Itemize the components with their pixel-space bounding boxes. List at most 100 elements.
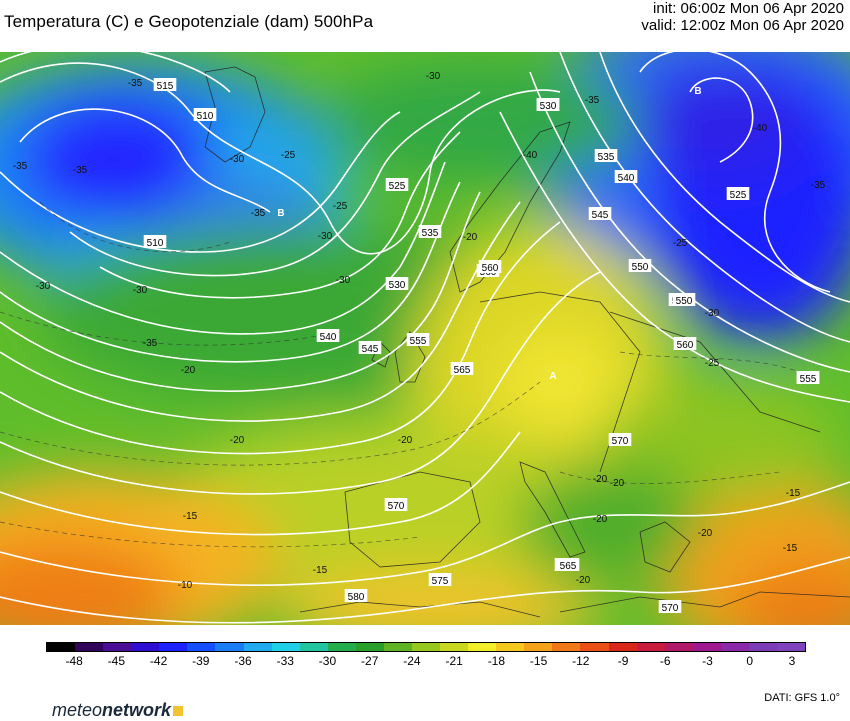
colorbar-segment <box>608 643 637 651</box>
colorbar-segment <box>75 643 104 651</box>
geopotential-label: 535 <box>598 152 615 163</box>
geopotential-isoline <box>639 52 831 293</box>
geopotential-isoline <box>0 62 561 255</box>
brand-light: meteo <box>52 700 103 720</box>
colorbar-segment <box>692 643 721 651</box>
geopotential-label-box <box>726 187 750 200</box>
geopotential-isoline <box>0 481 850 586</box>
temperature-label: -20 <box>698 528 713 539</box>
temperature-label: -20 <box>463 232 478 243</box>
geopotential-isoline <box>0 201 521 422</box>
colorbar-segment <box>468 643 497 651</box>
geopotential-label: 535 <box>422 228 439 239</box>
geopotential-isoline <box>499 111 850 403</box>
geopotential-isoline <box>99 131 461 299</box>
geopotential-label-box <box>418 225 442 238</box>
geopotential-label: 565 <box>454 365 471 376</box>
geopotential-isoline <box>0 556 850 624</box>
geopotential-label-box <box>385 277 409 290</box>
colorbar-segment <box>271 643 300 651</box>
colorbar-segment <box>580 643 609 651</box>
geopotential-label-box <box>628 259 652 272</box>
meteonetwork-logo: meteonetwork <box>52 700 184 721</box>
geopotential-label: 530 <box>389 280 406 291</box>
low-pressure-marker: B <box>694 86 701 97</box>
temperature-label: -15 <box>183 511 198 522</box>
geopotential-isoline <box>0 111 401 253</box>
geopotential-label: 540 <box>320 332 337 343</box>
temperature-label: -30 <box>426 71 441 82</box>
colorbar-tick-label: -48 <box>65 654 83 668</box>
geopotential-label: 570 <box>388 501 405 512</box>
temperature-isoline <box>0 311 341 346</box>
geopotential-isoline <box>19 108 271 213</box>
geopotential-label: 515 <box>157 81 174 92</box>
temperature-label: -15 <box>313 565 328 576</box>
geopotential-label: 570 <box>612 436 629 447</box>
colorbar-tick-label: -30 <box>318 654 337 668</box>
temperature-isoline <box>0 381 541 466</box>
colorbar-tick-label: -21 <box>445 654 463 668</box>
temperature-label: -35 <box>73 165 88 176</box>
colorbar-segment <box>720 643 749 651</box>
colorbar-tick-label: -3 <box>702 654 713 668</box>
temperature-isoline <box>0 521 421 548</box>
brand-bold: network <box>102 700 172 720</box>
geopotential-label: 540 <box>618 173 635 184</box>
run-info: init: 06:00z Mon 06 Apr 2020 valid: 12:0… <box>641 0 844 34</box>
low-pressure-marker: B <box>277 208 284 219</box>
colorbar-tick-label: -39 <box>192 654 210 668</box>
colorbar-ticks: -48 -45 -42 -39 -36 -33 -30 -27 -24 -21 -18 -15 -12-… <box>46 654 806 670</box>
colorbar-segment <box>103 643 132 651</box>
geopotential-label: 545 <box>592 210 609 221</box>
temperature-label: -30 <box>36 281 51 292</box>
geopotential-isoline <box>0 191 481 392</box>
temperature-label: -35 <box>128 78 143 89</box>
geopotential-isoline <box>0 161 446 335</box>
geopotential-label-box <box>478 260 502 273</box>
temperature-label: -25 <box>333 201 348 212</box>
temperature-label: -20 <box>230 435 245 446</box>
temperature-label: -40 <box>753 123 768 134</box>
colorbar-segment <box>159 643 188 651</box>
geopotential-isoline <box>529 71 850 373</box>
geopotential-label: 510 <box>147 238 164 249</box>
geopotential-isoline <box>559 52 850 343</box>
temperature-label: -20 <box>593 474 608 485</box>
geopotential-label: 570 <box>662 603 679 614</box>
geopotential-label: 525 <box>389 181 406 192</box>
geopotential-label-box <box>536 98 560 111</box>
colorbar-tick-label: -36 <box>234 654 252 668</box>
colorbar-segment <box>327 643 356 651</box>
geopotential-label: 525 <box>730 190 747 201</box>
colorbar-segment <box>664 643 693 651</box>
geopotential-label-box <box>614 170 638 183</box>
temperature-label: -15 <box>786 488 801 499</box>
geopotential-label-box <box>193 108 217 121</box>
temperature-label: -15 <box>783 543 798 554</box>
geopotential-label: 530 <box>540 101 557 112</box>
coastlines <box>204 66 850 618</box>
temperature-label: -25 <box>281 150 296 161</box>
colorbar-tick-label: -9 <box>617 654 629 668</box>
colorbar-segment <box>187 643 216 651</box>
geopotential-label: 560 <box>677 340 694 351</box>
colorbar-tick-label: -27 <box>361 654 379 668</box>
geopotential-label: 550 <box>632 262 649 273</box>
geopotential-label-box <box>428 573 452 586</box>
colorbar-segment <box>552 643 581 651</box>
temperature-contours <box>0 201 801 548</box>
temperature-label: -20 <box>593 514 608 525</box>
weather-map: 5155105105255305305355405455505555605655… <box>0 52 850 625</box>
colorbar-tick-label: -24 <box>403 654 421 668</box>
temperature-label: -20 <box>610 478 625 489</box>
temperature-label: -20 <box>398 435 413 446</box>
temperature-label: -25 <box>673 238 688 249</box>
brand-square-icon <box>173 706 184 716</box>
init-time: init: 06:00z Mon 06 Apr 2020 <box>653 0 844 17</box>
temperature-label: -35 <box>585 95 600 106</box>
colorbar-segment <box>748 643 778 651</box>
high-pressure-marker: A <box>549 371 556 382</box>
colorbar-segment <box>496 643 525 651</box>
colorbar-segment <box>636 643 665 651</box>
